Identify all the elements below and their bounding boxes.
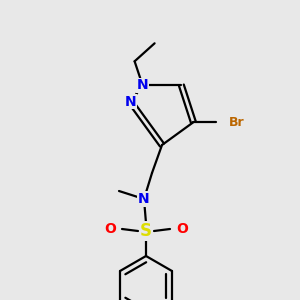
Text: O: O xyxy=(104,222,116,236)
Text: N: N xyxy=(138,192,150,206)
Text: O: O xyxy=(176,222,188,236)
Text: N: N xyxy=(125,95,136,109)
Text: Br: Br xyxy=(228,116,244,129)
Text: S: S xyxy=(140,222,152,240)
Text: N: N xyxy=(137,78,148,92)
